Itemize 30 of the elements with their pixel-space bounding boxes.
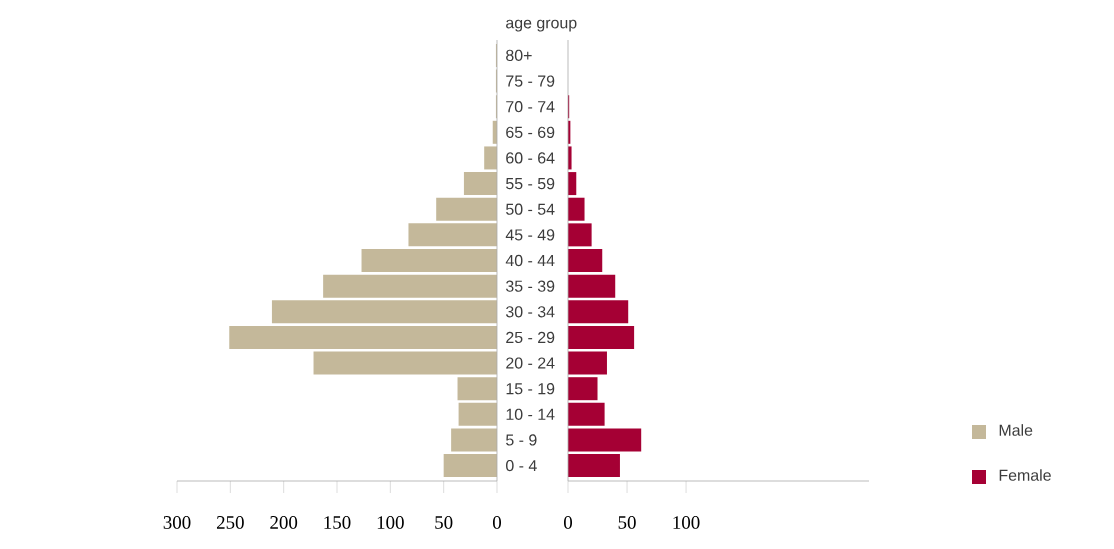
- legend-label: Male: [999, 424, 1033, 436]
- x-tick-label: 50: [435, 516, 453, 529]
- legend-label: Female: [999, 469, 1051, 481]
- x-tick-label: 200: [270, 516, 298, 529]
- y-tick-label: 70 - 74: [506, 101, 555, 113]
- y-tick-label: 65 - 69: [506, 126, 555, 138]
- x-tick-label: 250: [216, 516, 244, 529]
- x-tick-label: 100: [673, 516, 700, 529]
- y-tick-label: 5 - 9: [506, 434, 537, 446]
- y-tick-label: 30 - 34: [505, 306, 555, 318]
- y-tick-label: 55 - 59: [506, 177, 555, 190]
- y-tick-label: 80+: [506, 49, 532, 62]
- x-tick-label: 0: [492, 516, 502, 529]
- x-tick-label: 0: [563, 516, 573, 529]
- y-tick-label: 40 - 44: [505, 254, 555, 267]
- y-tick-label: 15 - 19: [506, 383, 555, 395]
- x-tick-label: 50: [618, 516, 636, 529]
- x-tick-label: 150: [324, 516, 351, 529]
- x-tick-label: 300: [163, 516, 191, 529]
- x-tick-label: 100: [377, 516, 404, 529]
- y-tick-label: 50 - 54: [506, 203, 555, 215]
- y-tick-label: 20 - 24: [506, 357, 555, 369]
- y-tick-label: 35 - 39: [505, 280, 555, 292]
- y-tick-label: 60 - 64: [506, 152, 555, 164]
- y-axis-title: age group: [506, 19, 577, 32]
- y-tick-label: 25 - 29: [506, 331, 555, 344]
- y-tick-label: 0 - 4: [506, 459, 537, 472]
- y-tick-label: 75 - 79: [506, 75, 555, 87]
- y-tick-label: 10 - 14: [506, 408, 555, 420]
- y-tick-label: 45 - 49: [505, 229, 555, 241]
